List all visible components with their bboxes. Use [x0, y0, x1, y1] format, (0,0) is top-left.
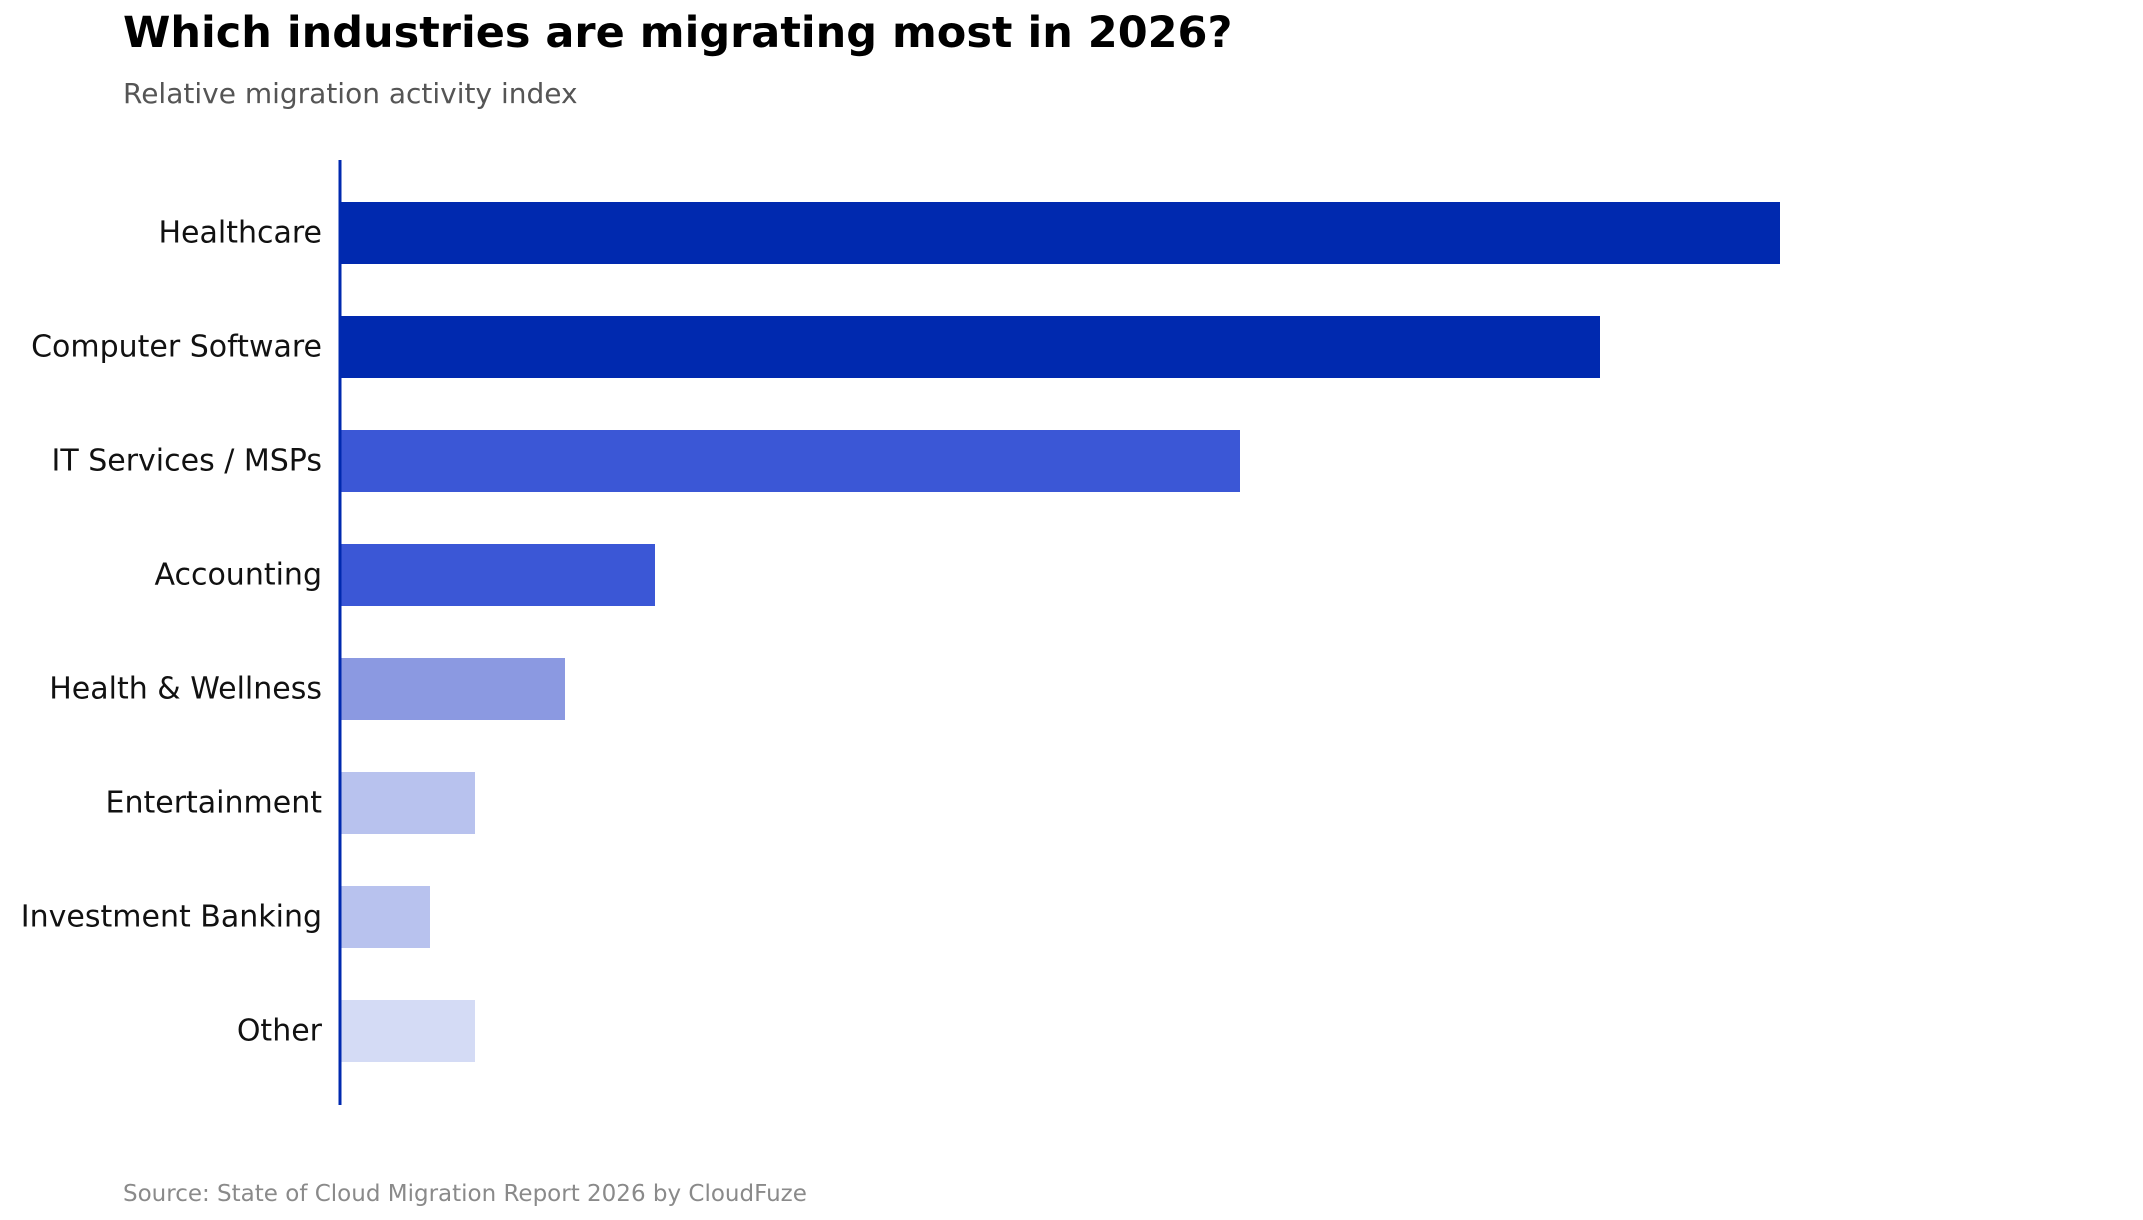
category-label-healthcare: Healthcare	[158, 216, 322, 251]
bar-it-services-msps	[340, 430, 1240, 492]
category-label-computer-software: Computer Software	[31, 330, 322, 365]
category-label-other: Other	[237, 1014, 323, 1049]
category-label-health-wellness: Health & Wellness	[49, 672, 322, 707]
category-labels-group: Healthcare Computer Software IT Services /…	[21, 216, 323, 1049]
chart-title: Which industries are migrating most in 2…	[123, 8, 1233, 58]
bar-accounting	[340, 544, 655, 606]
bar-computer-software	[340, 316, 1600, 378]
category-label-investment-banking: Investment Banking	[21, 900, 322, 935]
source-note: Source: State of Cloud Migration Report …	[123, 1181, 807, 1207]
bar-entertainment	[340, 772, 475, 834]
bar-investment-banking	[340, 886, 430, 948]
bar-other	[340, 1000, 475, 1062]
bar-healthcare	[340, 202, 1780, 264]
category-label-accounting: Accounting	[154, 558, 322, 593]
bars-group	[340, 202, 1780, 1062]
chart-subtitle: Relative migration activity index	[123, 77, 578, 110]
category-label-entertainment: Entertainment	[106, 786, 323, 821]
bar-health-wellness	[340, 658, 565, 720]
category-label-it-services-msps: IT Services / MSPs	[51, 444, 322, 479]
